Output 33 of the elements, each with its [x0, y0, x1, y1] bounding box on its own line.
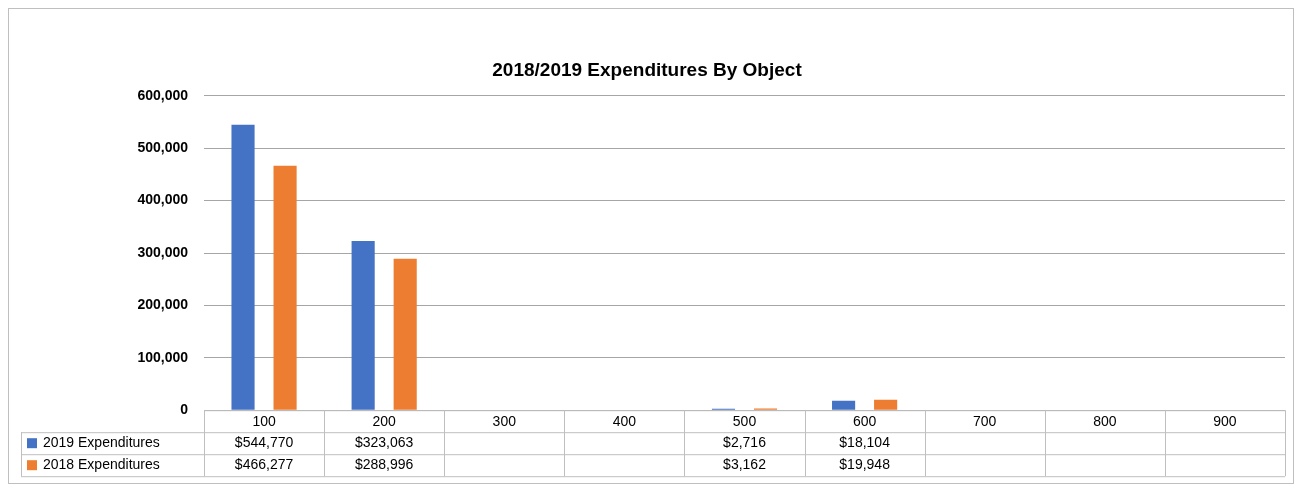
y-tick-label: 300,000 — [137, 243, 189, 260]
bar — [231, 124, 255, 410]
y-tick-label: 500,000 — [137, 139, 189, 156]
data-label: $288,996 — [354, 456, 414, 473]
data-label: $544,770 — [234, 434, 294, 451]
y-tick-label: 100,000 — [137, 348, 189, 365]
data-label: $2,716 — [723, 434, 767, 451]
data-label: $19,948 — [839, 456, 891, 473]
x-tick-label: 500 — [732, 413, 757, 430]
x-tick-label: 400 — [612, 413, 637, 430]
x-tick-label: 700 — [973, 413, 997, 430]
data-label: $466,277 — [234, 456, 294, 473]
chart-title: 2018/2019 Expenditures By Object — [492, 58, 803, 80]
data-label: $18,104 — [839, 434, 891, 451]
bar — [273, 165, 297, 410]
x-tick-label: 200 — [372, 413, 397, 430]
x-tick-label: 900 — [1213, 413, 1237, 430]
bar — [832, 400, 856, 410]
legend-label: 2018 Expenditures — [43, 456, 160, 473]
x-tick-label: 300 — [492, 413, 517, 430]
y-tick-label: 600,000 — [137, 86, 189, 103]
legend-label: 2019 Expenditures — [43, 434, 160, 451]
bar — [393, 258, 417, 410]
data-label: $323,063 — [354, 434, 414, 451]
x-tick-label: 600 — [852, 413, 877, 430]
y-tick-label: 0 — [180, 401, 189, 418]
bar — [351, 240, 375, 410]
x-tick-label: 800 — [1093, 413, 1117, 430]
x-tick-label: 100 — [252, 413, 276, 430]
data-label: $3,162 — [723, 456, 767, 473]
bar — [874, 399, 898, 410]
y-tick-label: 200,000 — [137, 296, 189, 313]
y-tick-label: 400,000 — [137, 191, 189, 208]
